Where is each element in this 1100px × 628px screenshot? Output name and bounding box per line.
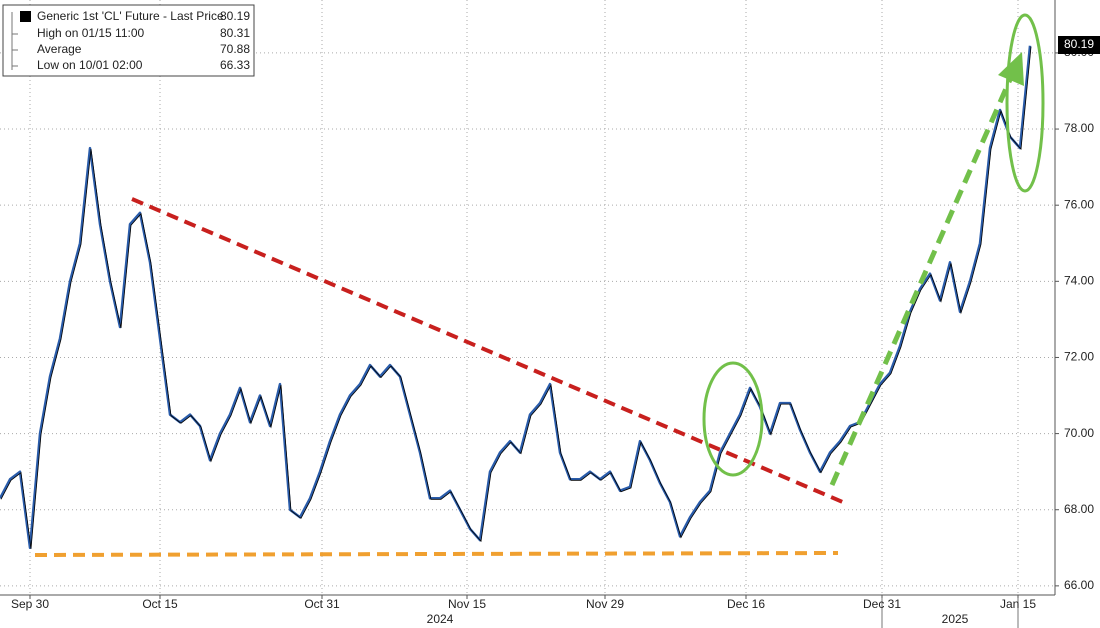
last-price-tag: 80.19 bbox=[1058, 36, 1100, 54]
year-label: 2024 bbox=[427, 612, 454, 626]
grid bbox=[0, 0, 1059, 599]
year-label: 2025 bbox=[942, 612, 969, 626]
y-tick-label: 70.00 bbox=[1064, 426, 1094, 440]
x-tick-label: Oct 15 bbox=[142, 597, 178, 611]
legend-label: Generic 1st 'CL' Future - Last Price bbox=[37, 9, 224, 23]
resistance-trendline bbox=[131, 197, 846, 505]
x-tick-label: Jan 15 bbox=[1000, 597, 1036, 611]
legend-swatch bbox=[20, 11, 31, 22]
legend-value: 66.33 bbox=[220, 58, 250, 72]
x-tick-label: Dec 31 bbox=[863, 597, 901, 611]
x-tick-label: Oct 31 bbox=[304, 597, 340, 611]
y-tick-label: 76.00 bbox=[1064, 197, 1094, 211]
up-arrow-head bbox=[998, 52, 1024, 86]
y-tick-label: 74.00 bbox=[1064, 273, 1094, 287]
legend-tree bbox=[11, 12, 18, 70]
y-tick-label: 78.00 bbox=[1064, 121, 1094, 135]
y-tick-label: 66.00 bbox=[1064, 578, 1094, 592]
legend-value: 80.31 bbox=[220, 26, 250, 40]
legend-box bbox=[2, 4, 255, 77]
highlight-ellipse bbox=[702, 361, 764, 477]
legend-label: High on 01/15 11:00 bbox=[37, 26, 145, 40]
legend-label: Average bbox=[37, 42, 82, 56]
support-line bbox=[34, 551, 839, 557]
legend-label: Low on 10/01 02:00 bbox=[37, 58, 143, 72]
x-tick-label: Sep 30 bbox=[11, 597, 49, 611]
y-tick-label: 68.00 bbox=[1064, 502, 1094, 516]
highlight-ellipse bbox=[1005, 13, 1045, 193]
y-tick-label: 72.00 bbox=[1064, 350, 1094, 364]
legend-value: 70.88 bbox=[220, 42, 250, 56]
tag-text: 80.19 bbox=[1064, 37, 1094, 51]
x-tick-label: Nov 15 bbox=[448, 597, 486, 611]
up-arrow-shaft bbox=[829, 73, 1015, 487]
x-tick-label: Nov 29 bbox=[586, 597, 624, 611]
tag-box bbox=[1058, 36, 1100, 54]
legend-value: 80.19 bbox=[220, 9, 250, 23]
x-tick-label: Dec 16 bbox=[727, 597, 765, 611]
